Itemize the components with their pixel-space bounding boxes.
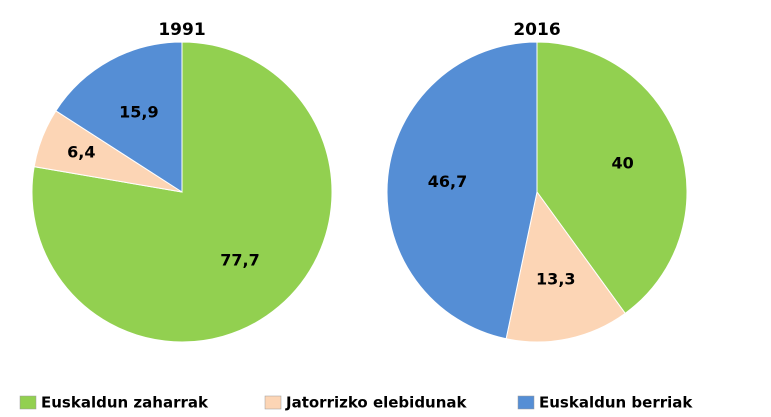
legend-label: Jatorrizko elebidunak: [285, 394, 468, 412]
data-label: 46,7: [428, 172, 467, 191]
legend-swatch: [19, 395, 37, 410]
pie-slice: [386, 41, 538, 340]
data-label: 13,3: [536, 270, 575, 289]
data-label: 6,4: [67, 142, 95, 161]
pie-slice: [505, 190, 626, 343]
legend-label: Euskaldun zaharrak: [41, 394, 209, 412]
chart-title: 1991: [158, 20, 205, 40]
legend-swatch: [517, 395, 535, 410]
chart-title: 2016: [513, 20, 560, 40]
data-label: 77,7: [220, 250, 259, 269]
pie-slice: [55, 41, 183, 193]
data-label: 15,9: [119, 102, 158, 121]
pie-slice: [536, 41, 688, 315]
legend-label: Euskaldun berriak: [539, 394, 693, 412]
data-label: 40: [611, 154, 633, 173]
legend-swatch: [264, 395, 282, 410]
